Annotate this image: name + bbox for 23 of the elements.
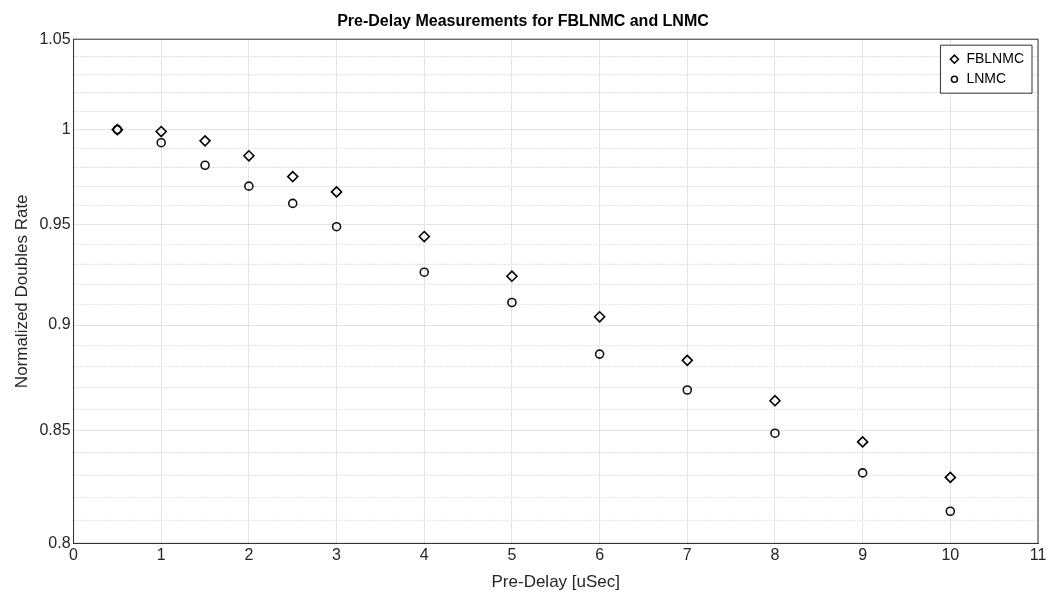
x-tick-label: 6 <box>595 546 605 564</box>
x-tick-label: 8 <box>770 546 780 564</box>
y-tick-label: 1 <box>61 120 71 138</box>
x-tick-label: 4 <box>419 546 429 564</box>
x-tick-label: 11 <box>1029 546 1047 564</box>
y-tick-label: 0.95 <box>39 215 71 233</box>
x-tick-label: 10 <box>941 546 960 564</box>
y-axis-title: Normalized Doubles Rate <box>11 194 31 389</box>
x-tick-label: 1 <box>156 546 166 564</box>
y-tick-label: 0.8 <box>48 533 71 551</box>
x-tick-label: 3 <box>332 546 342 564</box>
x-tick-label: 5 <box>507 546 517 564</box>
x-tick-label: 0 <box>69 546 79 564</box>
x-tick-label: 9 <box>858 546 868 564</box>
x-tick-label: 7 <box>682 546 692 564</box>
y-tick-label: 1.05 <box>39 29 71 47</box>
chart-title: Pre-Delay Measurements for FBLNMC and LNMC <box>337 12 710 30</box>
x-tick-label: 2 <box>244 546 254 564</box>
legend-label: LNMC <box>966 70 1007 87</box>
y-tick-label: 0.85 <box>39 421 71 439</box>
legend-label: FBLNMC <box>966 50 1024 67</box>
x-axis-title: Pre-Delay [uSec] <box>491 572 621 592</box>
y-tick-label: 0.9 <box>48 315 71 333</box>
